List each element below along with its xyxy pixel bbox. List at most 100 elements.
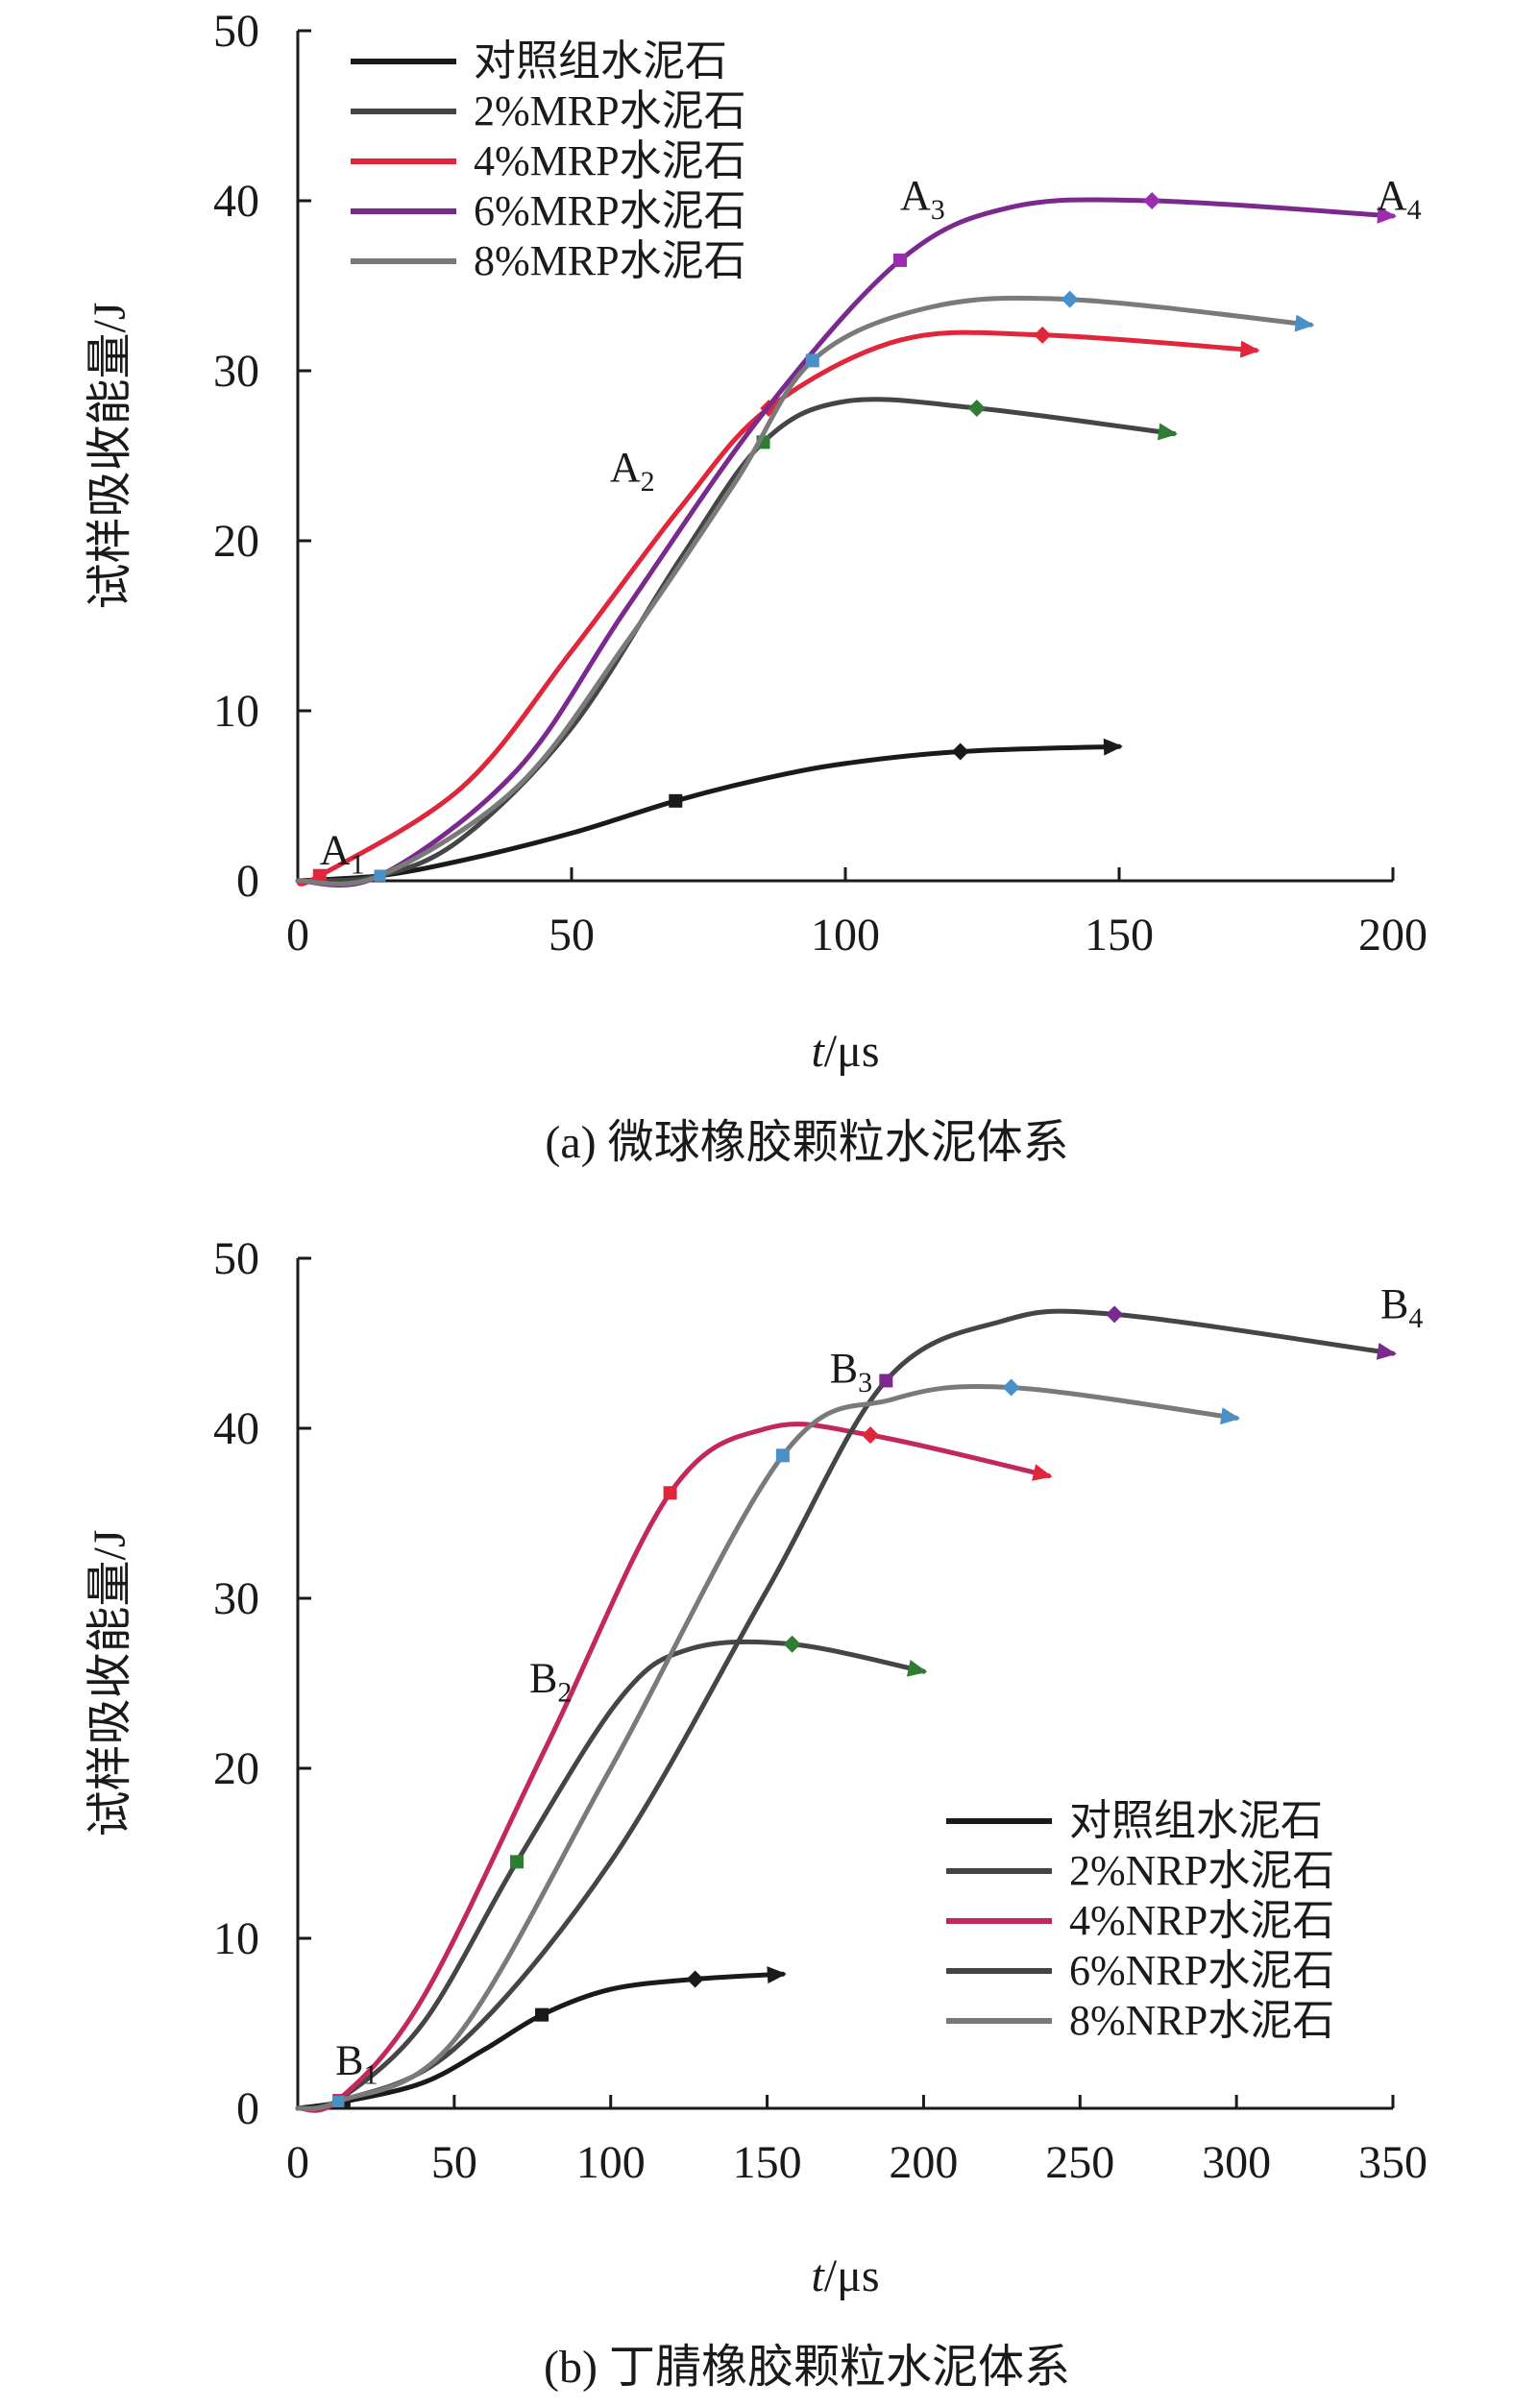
series-end-arrow (767, 1966, 787, 1984)
annotation-subscript: 1 (351, 848, 365, 880)
series-end-arrow (1376, 1342, 1397, 1360)
y-axis-title: 试样吸收能量/J (85, 1529, 135, 1836)
panel-b: 0 10 20 30 40 50 0 50 100 150 200 250 300 350 t/μs 试样吸收… (85, 1233, 1428, 2393)
x-axis-title: t/μs (811, 1026, 879, 1077)
annotation-base: A (1377, 172, 1407, 219)
point-annotation: B3 (830, 1345, 872, 1399)
series-end-arrow (906, 1660, 928, 1677)
annotation-subscript: 2 (641, 466, 655, 498)
x-axis-title-italic: t (811, 1026, 825, 1077)
point-annotation: A1 (320, 826, 365, 880)
data-point-diamond (686, 1970, 704, 1988)
series-end-arrow (1220, 1407, 1241, 1425)
data-point-diamond (1143, 192, 1161, 209)
data-point-square (535, 2007, 549, 2022)
series-3 (295, 1422, 1053, 2113)
x-tick-label: 50 (431, 2137, 477, 2188)
x-axis-title-unit: /μs (824, 1026, 880, 1077)
data-point-square (669, 793, 683, 808)
x-tick-label: 300 (1202, 2137, 1271, 2188)
series-5 (295, 1378, 1241, 2111)
y-tick-label: 40 (213, 1403, 259, 1454)
series-end-arrow (1377, 206, 1397, 224)
series-5 (295, 290, 1315, 887)
x-tick-label: 100 (811, 910, 880, 961)
x-tick-label: 0 (286, 2137, 309, 2188)
panel-caption: (a) 微球橡胶颗粒水泥体系 (545, 1117, 1068, 1168)
y-tick-label: 20 (213, 1743, 259, 1794)
legend-label: 4%MRP水泥石 (474, 137, 746, 184)
point-annotation: B4 (1380, 1280, 1423, 1334)
annotation-base: B (830, 1345, 858, 1392)
annotation-base: B (529, 1654, 557, 1701)
series-line (295, 1639, 926, 2112)
legend-label: 对照组水泥石 (1069, 1797, 1323, 1844)
x-tick-label: 200 (1358, 910, 1428, 961)
point-annotation: A2 (610, 444, 655, 498)
x-tick-label: 200 (889, 2137, 958, 2188)
x-tick-label: 350 (1358, 2137, 1428, 2188)
series-2 (295, 1635, 928, 2112)
annotation-base: A (610, 444, 641, 491)
y-tick-label: 10 (213, 1913, 259, 1964)
y-axis-title: 试样吸收能量/J (85, 302, 135, 609)
series-line (295, 397, 1177, 884)
data-point-diamond (1002, 1378, 1020, 1397)
data-point-start (313, 869, 326, 882)
series-end-arrow (1294, 314, 1315, 332)
panel-a: 0 10 20 30 40 50 0 50 100 150 200 t/μs 试样吸收能量/J (a) 微… (85, 6, 1428, 1168)
data-point-diamond (1061, 290, 1079, 308)
data-point-square (775, 1448, 790, 1463)
x-tick-label: 150 (733, 2137, 802, 2188)
point-annotation: B2 (529, 1654, 572, 1708)
series-4 (295, 192, 1397, 888)
data-point-diamond (1034, 326, 1052, 344)
data-point-diamond (951, 742, 969, 761)
x-tick-label: 100 (576, 2137, 646, 2188)
annotation-base: B (1380, 1280, 1408, 1327)
y-tick-label: 30 (213, 1573, 259, 1624)
legend-label: 2%MRP水泥石 (474, 87, 746, 134)
annotation-subscript: 3 (931, 194, 945, 226)
point-annotation: A4 (1377, 172, 1422, 226)
series-2 (295, 397, 1178, 884)
y-tick-label: 0 (236, 856, 259, 907)
data-point-start (332, 2095, 345, 2107)
series-end-arrow (1032, 1464, 1053, 1481)
legend-label: 2%NRP水泥石 (1069, 1847, 1334, 1894)
y-tick-label: 50 (213, 1233, 259, 1284)
legend-label: 6%MRP水泥石 (474, 187, 746, 234)
y-tick-label: 50 (213, 6, 259, 57)
y-tick-label: 40 (213, 176, 259, 227)
series-line (295, 197, 1396, 888)
data-point-diamond (783, 1635, 801, 1653)
data-point-start (374, 869, 386, 882)
series-end-arrow (1239, 340, 1260, 358)
legend-label: 4%NRP水泥石 (1069, 1897, 1334, 1944)
y-tick-label: 20 (213, 516, 259, 567)
data-point-diamond (862, 1426, 880, 1445)
x-axis-title-italic: t (811, 2250, 825, 2301)
x-tick-label: 150 (1085, 910, 1154, 961)
point-annotation: B1 (335, 2037, 378, 2091)
data-point-square (893, 253, 907, 267)
annotation-subscript: 4 (1407, 194, 1422, 226)
series-line (295, 295, 1313, 887)
data-point-square (663, 1486, 677, 1500)
series-1 (295, 738, 1123, 884)
series-line (295, 1422, 1052, 2113)
y-tick-label: 30 (213, 346, 259, 397)
legend-label: 8%NRP水泥石 (1069, 1997, 1334, 2044)
annotation-base: A (900, 172, 931, 219)
annotation-subscript: 1 (363, 2059, 378, 2091)
series-end-arrow (1103, 738, 1123, 756)
data-point-diamond (967, 399, 986, 417)
x-axis-title: t/μs (811, 2250, 879, 2301)
legend-label: 8%MRP水泥石 (474, 237, 746, 284)
data-point-square (510, 1855, 524, 1869)
x-tick-label: 250 (1045, 2137, 1114, 2188)
legend-label: 6%NRP水泥石 (1069, 1947, 1334, 1994)
data-point-square (879, 1374, 893, 1388)
annotation-base: A (320, 826, 351, 873)
